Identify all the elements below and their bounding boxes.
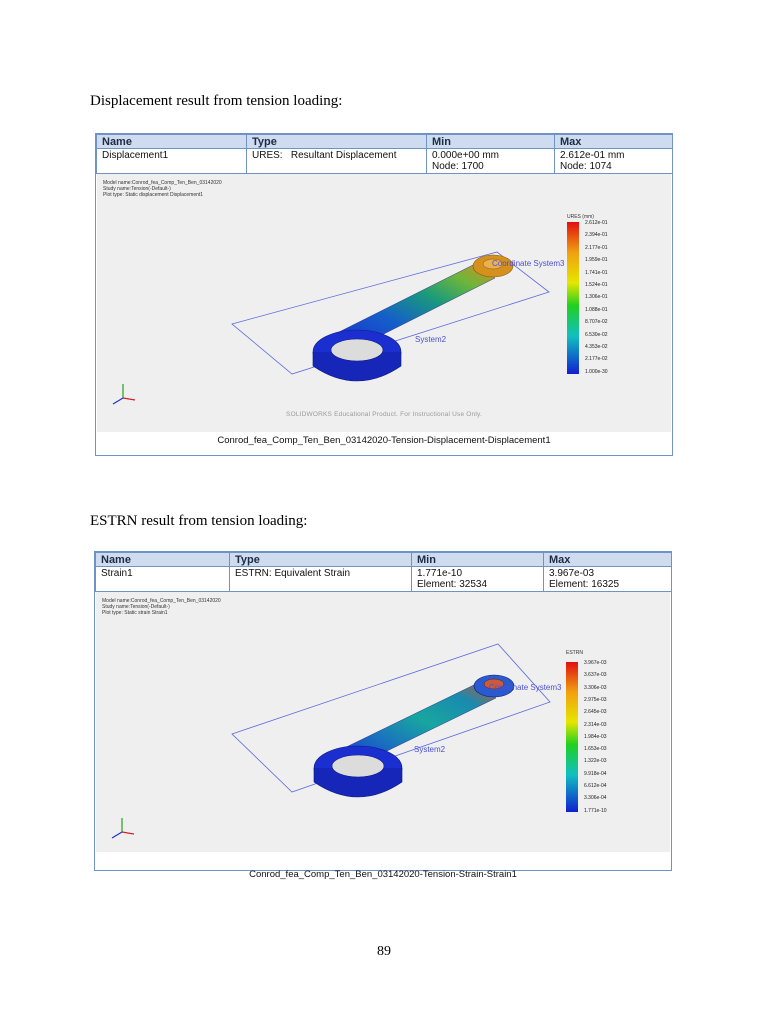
header-min: Min: [411, 552, 544, 567]
cell-type: ESTRN: Equivalent Strain: [229, 566, 412, 592]
model-info: Model name:Conrod_fea_Comp_Ten_Ben_03142…: [102, 598, 221, 616]
legend-label: 2.314e-03: [584, 721, 607, 728]
cell-type: URES: Resultant Displacement: [246, 148, 427, 174]
legend-label: 6.612e-04: [584, 783, 607, 789]
header-type: Type: [229, 552, 412, 567]
legend-label: 8.707e-02: [585, 319, 608, 326]
legend-label: 3.306e-04: [584, 795, 607, 802]
header-max: Max: [543, 552, 672, 567]
legend-label: 1.306e-01: [585, 294, 608, 301]
fea-plot-strain: Model name:Conrod_fea_Comp_Ten_Ben_03142…: [96, 592, 670, 852]
conrod-model-render: Coordinate System3 System2: [112, 222, 579, 405]
result-header-table: Name Type Min Max Displacement1 URES: Re…: [96, 134, 673, 174]
legend-label: 1.524e-01: [585, 282, 608, 288]
model-name: Model name:Conrod_fea_Comp_Ten_Ben_03142…: [102, 598, 221, 604]
max-location: Node: 1074: [560, 161, 612, 172]
min-value: 1.771e-10: [417, 568, 463, 579]
caption-displacement: Displacement result from tension loading…: [90, 93, 343, 109]
header-max: Max: [554, 134, 673, 149]
legend-label: 2.394e-01: [585, 232, 608, 239]
legend-title: URES (mm): [567, 214, 594, 220]
watermark: SOLIDWORKS Educational Product. For Inst…: [286, 411, 482, 418]
big-end-bore: [330, 338, 384, 362]
coordinate-system-label: Coordinate System3: [489, 683, 562, 692]
legend-label: 6.530e-02: [585, 331, 608, 338]
legend-label: 9.918e-04: [584, 770, 607, 777]
small-end-bore: [483, 678, 505, 690]
legend-color-bar: [566, 662, 578, 812]
model-name: Model name:Conrod_fea_Comp_Ten_Ben_03142…: [103, 180, 222, 186]
legend-label: 2.177e-02: [585, 356, 608, 363]
study-name: Study name:Tension(-Default-): [102, 604, 170, 610]
header-type: Type: [246, 134, 427, 149]
header-name: Name: [96, 134, 247, 149]
legend-label: 1.088e-01: [585, 306, 608, 313]
figure-displacement: Name Type Min Max Displacement1 URES: Re…: [95, 133, 673, 456]
legend-label: 1.771e-10: [584, 807, 607, 814]
coordinate-system-label: Coordinate System3: [492, 259, 565, 268]
legend-label: 2.612e-01: [585, 220, 608, 226]
max-location: Element: 16325: [549, 579, 620, 590]
legend-title: ESTRN: [566, 650, 583, 656]
cell-max: 3.967e-03 Element: 16325: [543, 566, 672, 592]
header-min: Min: [426, 134, 555, 149]
cell-max: 2.612e-01 mm Node: 1074: [554, 148, 673, 174]
fea-plot-displacement: Model name:Conrod_fea_Comp_Ten_Ben_03142…: [97, 174, 671, 432]
legend-label: 2.975e-03: [584, 696, 607, 703]
reference-plane: [231, 643, 551, 793]
reference-plane: [231, 251, 550, 375]
legend-label: 4.353e-02: [585, 344, 608, 350]
max-value: 3.967e-03: [549, 568, 595, 579]
cell-min: 0.000e+00 mm Node: 1700: [426, 148, 555, 174]
plot-title: Conrod_fea_Comp_Ten_Ben_03142020-Tension…: [217, 435, 551, 446]
min-location: Element: 32534: [417, 579, 488, 590]
min-location: Node: 1700: [432, 161, 484, 172]
legend-label: 1.322e-03: [584, 758, 607, 765]
small-end-bore: [482, 258, 504, 270]
min-value: 0.000e+00 mm: [432, 150, 499, 161]
legend-label: 2.645e-03: [584, 709, 607, 716]
big-end-bore: [331, 754, 385, 778]
legend-label: 1.959e-01: [585, 257, 608, 264]
conrod-big-end-side: [312, 352, 402, 382]
legend-label: 1.000e-30: [585, 368, 608, 375]
caption-strain: ESTRN result from tension loading:: [90, 513, 308, 529]
system-axis-label: System2: [415, 335, 447, 344]
figure-strain: Name Type Min Max Strain1 ESTRN: Equival…: [94, 551, 672, 880]
model-info: Model name:Conrod_fea_Comp_Ten_Ben_03142…: [103, 180, 222, 198]
header-name: Name: [95, 552, 230, 567]
legend-label: 3.967e-03: [584, 660, 607, 666]
study-name: Study name:Tension(-Default-): [103, 186, 171, 192]
plot-title: Conrod_fea_Comp_Ten_Ben_03142020-Tension…: [249, 869, 517, 880]
legend-label: 3.306e-03: [584, 684, 607, 691]
legend-label: 3.637e-03: [584, 672, 607, 679]
max-value: 2.612e-01 mm: [560, 150, 625, 161]
conrod-big-end-side: [313, 768, 403, 798]
plot-type: Plot type: Static strain Strain1: [102, 610, 168, 616]
legend-label: 1.984e-03: [584, 733, 607, 740]
axis-triad: [111, 818, 135, 839]
legend-label: 1.653e-03: [584, 746, 607, 753]
system-axis-label: System2: [414, 745, 446, 754]
page-number: 89: [377, 944, 391, 959]
axis-triad: [112, 384, 136, 405]
cell-name: Displacement1: [96, 148, 247, 174]
legend-label: 2.177e-01: [585, 244, 608, 251]
legend-color-bar: [567, 222, 579, 374]
plot-type: Plot type: Static displacement Displacem…: [103, 192, 204, 198]
cell-name: Strain1: [95, 566, 230, 592]
legend-label: 1.741e-01: [585, 269, 608, 276]
conrod-model-render: Coordinate System3 System2: [111, 643, 578, 839]
cell-min: 1.771e-10 Element: 32534: [411, 566, 544, 592]
result-header-table: Name Type Min Max Strain1 ESTRN: Equival…: [95, 552, 672, 592]
